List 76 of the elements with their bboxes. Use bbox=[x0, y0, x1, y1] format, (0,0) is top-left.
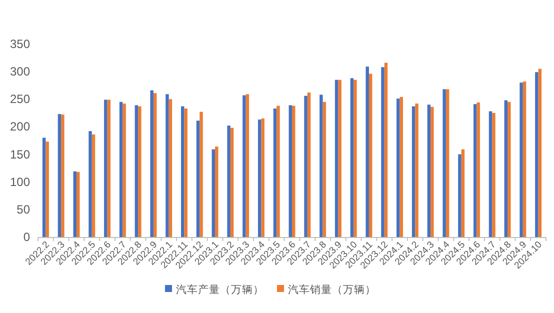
bar bbox=[354, 80, 357, 237]
bar bbox=[338, 80, 342, 237]
bar bbox=[242, 95, 246, 237]
bar bbox=[458, 154, 462, 237]
bar bbox=[492, 112, 496, 237]
bar bbox=[42, 138, 46, 237]
bar bbox=[396, 98, 400, 237]
bar bbox=[273, 108, 277, 237]
bar bbox=[73, 171, 76, 237]
y-tick-label: 50 bbox=[16, 202, 30, 216]
bar bbox=[288, 105, 292, 237]
y-tick-label: 100 bbox=[10, 174, 30, 189]
bar bbox=[522, 81, 526, 237]
bar bbox=[150, 90, 154, 237]
bar bbox=[381, 67, 384, 237]
bar bbox=[92, 134, 96, 237]
bar bbox=[520, 82, 523, 237]
bar bbox=[122, 104, 126, 237]
bar bbox=[153, 93, 157, 237]
bar bbox=[350, 78, 354, 237]
bar bbox=[322, 102, 326, 237]
y-tick-label: 200 bbox=[10, 120, 30, 134]
bar bbox=[473, 104, 477, 237]
bar bbox=[368, 74, 372, 237]
bar bbox=[76, 172, 80, 237]
bar bbox=[292, 106, 296, 237]
y-tick-label: 0 bbox=[23, 230, 30, 244]
bar bbox=[246, 94, 250, 237]
y-tick-label: 300 bbox=[10, 64, 30, 79]
bar bbox=[476, 102, 480, 237]
bar bbox=[400, 96, 403, 237]
bar bbox=[230, 128, 234, 237]
bar bbox=[442, 89, 446, 237]
bar bbox=[415, 104, 418, 237]
bar bbox=[212, 149, 216, 237]
bar bbox=[184, 108, 188, 237]
bar bbox=[215, 146, 218, 237]
bar bbox=[538, 68, 542, 237]
bar bbox=[334, 80, 338, 237]
bar bbox=[427, 104, 431, 237]
bar bbox=[446, 89, 450, 237]
bar bbox=[276, 106, 280, 237]
bar bbox=[384, 62, 388, 237]
bar bbox=[46, 142, 49, 237]
bar bbox=[261, 118, 264, 237]
legend-label: 汽车销量（万辆） bbox=[288, 283, 376, 296]
bar bbox=[181, 106, 184, 237]
bar bbox=[119, 102, 123, 237]
bar bbox=[58, 114, 62, 237]
bar bbox=[504, 100, 508, 237]
bar bbox=[168, 99, 172, 237]
bar bbox=[104, 100, 108, 237]
y-tick-label: 250 bbox=[10, 92, 30, 106]
bar bbox=[61, 114, 64, 237]
bar bbox=[488, 111, 492, 237]
bar bbox=[200, 112, 203, 237]
y-tick-label: 150 bbox=[10, 147, 30, 162]
bar bbox=[461, 149, 465, 237]
bar bbox=[412, 106, 416, 237]
bar bbox=[196, 120, 200, 237]
y-tick-label: 350 bbox=[10, 37, 30, 51]
bar bbox=[138, 106, 142, 237]
bar bbox=[88, 131, 92, 237]
bar bbox=[107, 100, 111, 237]
legend-label: 汽车产量（万辆） bbox=[176, 283, 264, 296]
bar bbox=[134, 105, 138, 237]
bar bbox=[258, 120, 262, 237]
bar bbox=[166, 94, 169, 237]
bar bbox=[227, 126, 230, 237]
bar bbox=[304, 96, 308, 237]
bar bbox=[307, 92, 311, 237]
bar bbox=[535, 72, 538, 237]
bar bbox=[508, 102, 511, 237]
bar bbox=[320, 94, 323, 237]
bar bbox=[430, 106, 434, 237]
bar bbox=[366, 66, 369, 237]
